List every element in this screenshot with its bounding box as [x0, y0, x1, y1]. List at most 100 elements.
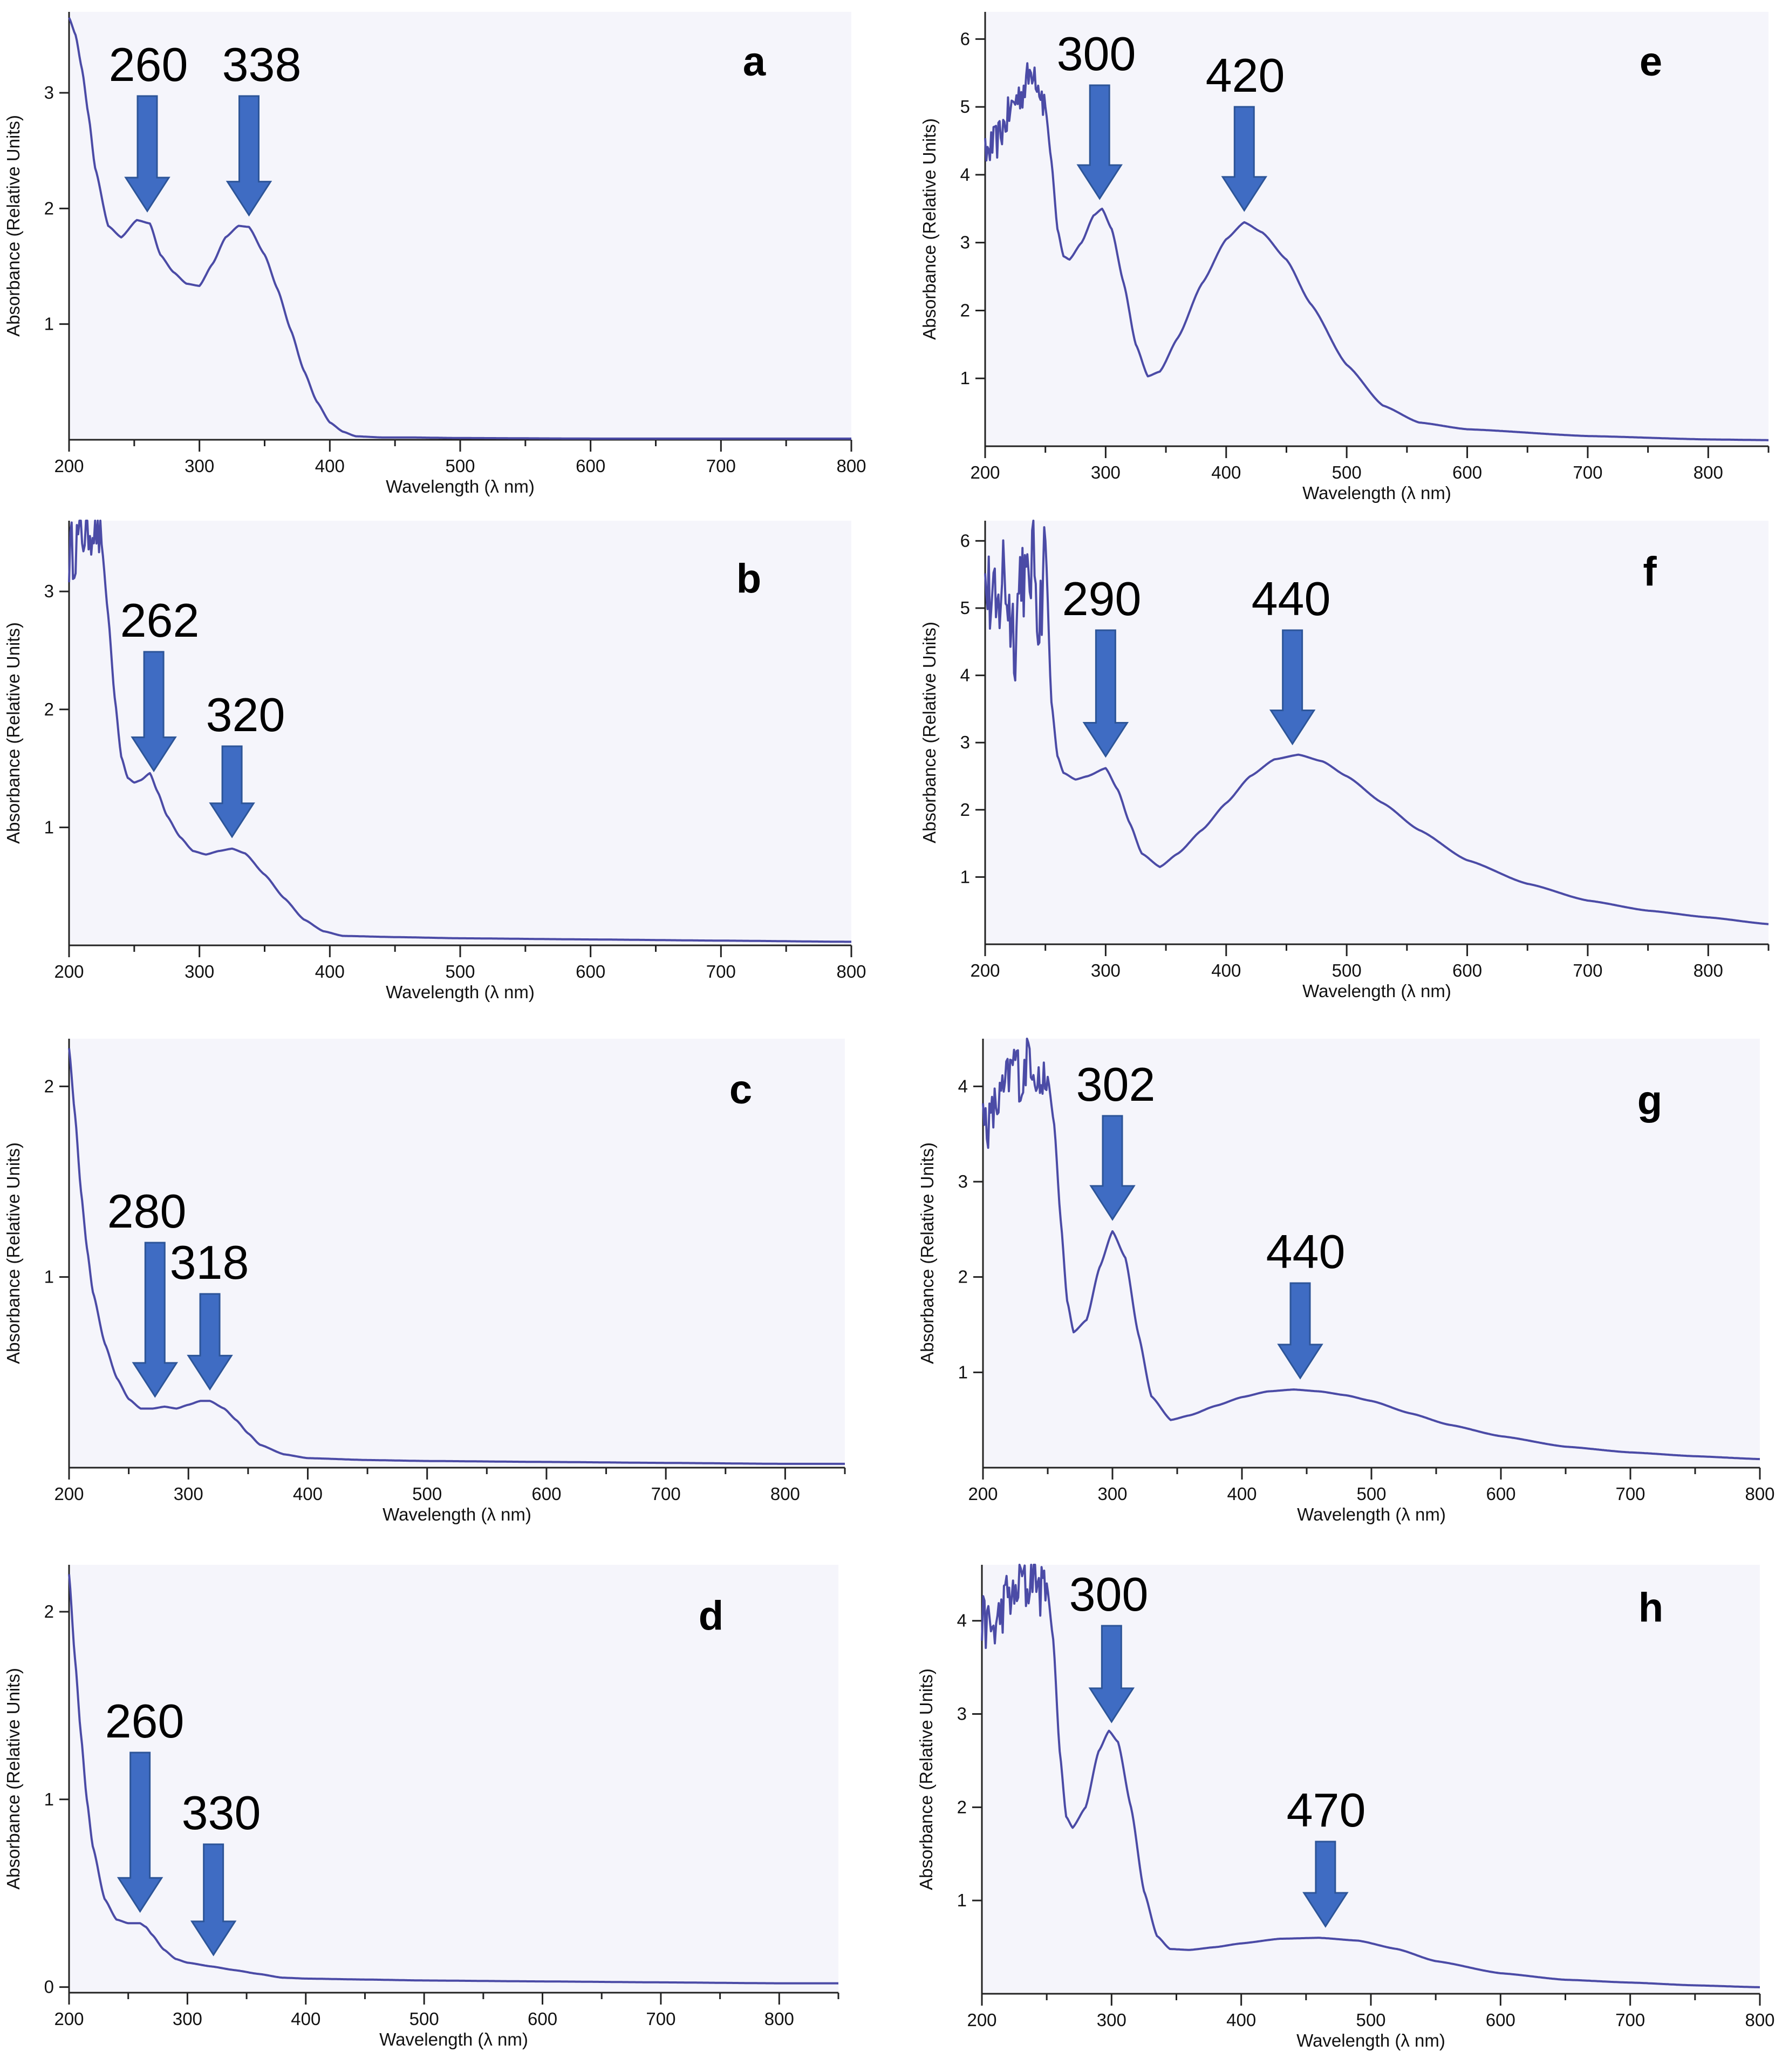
panel-letter: a [743, 39, 766, 85]
panel-letter: g [1637, 1078, 1662, 1123]
x-tick-label: 300 [1091, 462, 1121, 482]
x-axis-title: Wavelength (λ nm) [379, 2029, 528, 2049]
peak-label: 280 [107, 1184, 187, 1238]
peak-label: 320 [206, 688, 285, 741]
absorbance-line [68, 17, 851, 440]
panel-letter: f [1643, 549, 1657, 595]
peak-arrow-icon [132, 1242, 179, 1398]
peak-label: 338 [222, 38, 302, 91]
x-tick-label: 500 [409, 2009, 439, 2029]
y-tick-label: 1 [958, 1362, 968, 1382]
x-tick-label: 400 [315, 456, 345, 476]
peak-label: 260 [105, 1694, 185, 1748]
y-axis-title: Absorbance (Relative Units) [916, 1668, 936, 1890]
peak-label: 300 [1069, 1567, 1149, 1621]
x-tick-label: 300 [185, 962, 214, 982]
y-tick-label: 6 [960, 530, 970, 550]
y-axis-title: Absorbance (Relative Units) [3, 1142, 23, 1364]
x-tick-label: 400 [293, 1484, 323, 1504]
y-tick-label: 4 [958, 1076, 968, 1096]
y-tick-label: 2 [960, 300, 970, 320]
y-tick-label: 2 [44, 699, 54, 719]
x-tick-label: 300 [185, 456, 214, 476]
x-tick-label: 400 [291, 2009, 320, 2029]
x-tick-label: 300 [174, 1484, 203, 1504]
y-tick-label: 1 [44, 1789, 54, 1809]
panel-letter: c [729, 1067, 752, 1113]
peak-arrow-icon [1269, 629, 1316, 746]
x-tick-label: 500 [412, 1484, 442, 1504]
peak-label: 470 [1287, 1783, 1366, 1837]
y-tick-label: 3 [44, 581, 54, 601]
y-tick-label: 3 [960, 233, 970, 253]
panel-c: 200 300 400 500 600 700 800 1 2 Wavelength (λ nm)… [3, 1039, 846, 1524]
peak-label: 260 [109, 38, 188, 91]
y-axis-title: Absorbance (Relative Units) [919, 118, 939, 340]
absorbance-line [68, 520, 851, 943]
x-tick-label: 500 [1332, 462, 1362, 482]
y-tick-label: 4 [960, 665, 970, 685]
y-tick-label: 2 [44, 1601, 54, 1621]
peak-arrow-icon [124, 95, 170, 213]
x-tick-label: 200 [970, 960, 1000, 980]
peak-label: 318 [170, 1236, 249, 1289]
x-tick-label: 700 [1573, 960, 1602, 980]
plot-background [69, 521, 851, 945]
x-tick-label: 600 [576, 962, 605, 982]
y-tick-label: 2 [44, 198, 54, 218]
y-tick-label: 1 [44, 817, 54, 837]
panel-letter: b [736, 556, 761, 602]
x-tick-label: 500 [1356, 2010, 1385, 2030]
peak-arrow-icon [187, 1293, 233, 1391]
x-axis-title: Wavelength (λ nm) [1297, 1504, 1446, 1524]
x-tick-label: 200 [967, 2010, 996, 2030]
x-tick-label: 800 [1694, 960, 1723, 980]
peak-arrow-icon [226, 95, 272, 217]
panel-letter: e [1640, 39, 1662, 85]
panel-letter: h [1638, 1585, 1663, 1631]
x-axis-title: Wavelength (λ nm) [386, 982, 535, 1002]
x-tick-label: 700 [651, 1484, 681, 1504]
x-tick-label: 800 [836, 962, 866, 982]
x-axis-title: Wavelength (λ nm) [383, 1504, 531, 1524]
y-tick-label: 1 [957, 1890, 967, 1910]
y-axis-title: Absorbance (Relative Units) [917, 1142, 937, 1364]
x-tick-label: 200 [54, 456, 84, 476]
y-tick-label: 4 [960, 165, 970, 185]
panel-e: 200 300 400 500 600 700 800 1 2 3 4 5 6 Wavelength (λ… [919, 12, 1770, 503]
y-axis-title: Absorbance (Relative Units) [3, 115, 23, 337]
y-tick-label: 5 [960, 97, 970, 117]
absorbance-line [982, 1038, 1760, 1461]
x-tick-label: 300 [173, 2009, 202, 2029]
x-tick-label: 400 [1227, 1484, 1257, 1504]
peak-arrow-icon [117, 1751, 163, 1913]
y-tick-label: 0 [44, 1977, 54, 1997]
y-tick-label: 1 [44, 1267, 54, 1287]
x-tick-label: 300 [1097, 2010, 1126, 2030]
x-tick-label: 500 [1332, 960, 1362, 980]
peak-arrow-icon [209, 745, 255, 839]
absorbance-line [68, 1574, 838, 1985]
y-tick-label: 6 [960, 29, 970, 49]
x-axis-title: Wavelength (λ nm) [386, 476, 535, 496]
peak-arrow-icon [1082, 629, 1129, 758]
x-tick-label: 800 [764, 2009, 794, 2029]
peak-label: 290 [1062, 572, 1142, 625]
y-tick-label: 1 [960, 368, 970, 388]
plot-background [985, 12, 1768, 446]
peak-label: 300 [1057, 27, 1136, 80]
absorbance-line [68, 1048, 845, 1465]
peak-arrow-icon [131, 651, 177, 773]
x-axis-title: Wavelength (λ nm) [1302, 981, 1451, 1001]
x-axis-title: Wavelength (λ nm) [1302, 483, 1451, 503]
y-tick-label: 4 [957, 1611, 967, 1631]
y-axis-title: Absorbance (Relative Units) [3, 622, 23, 844]
y-axis-title: Absorbance (Relative Units) [3, 1668, 23, 1890]
panel-d: 200 300 400 500 600 700 800 0 1 2 Wavelength (λ nm… [3, 1565, 839, 2049]
peak-label: 440 [1266, 1225, 1346, 1278]
x-tick-label: 200 [54, 962, 84, 982]
x-tick-label: 600 [1452, 960, 1482, 980]
panel-f: 200 300 400 500 600 700 800 1 2 3 4 5 6 Wavelength (λ… [919, 520, 1770, 1001]
y-tick-label: 3 [958, 1171, 968, 1191]
